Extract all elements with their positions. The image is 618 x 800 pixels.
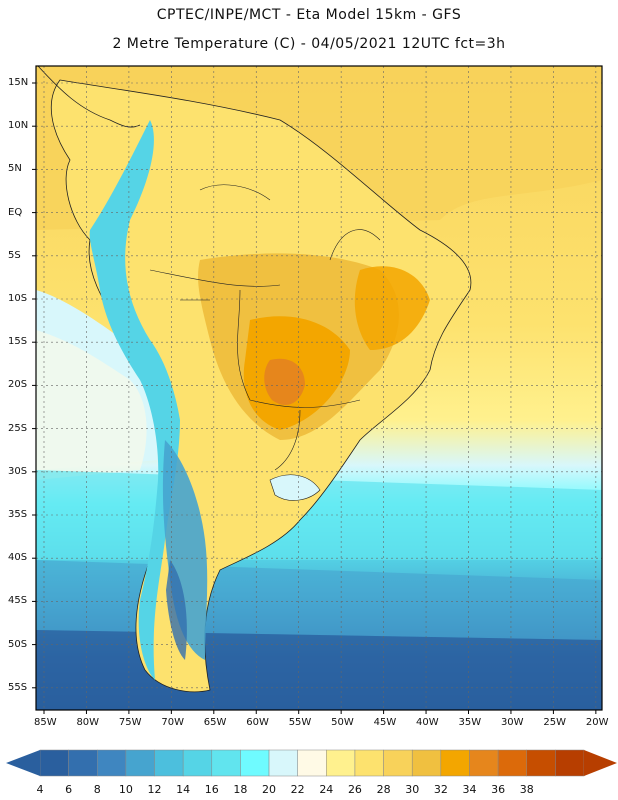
map-frame <box>35 65 603 711</box>
lon-label: 80W <box>76 717 100 728</box>
lat-label: 50S <box>8 638 28 650</box>
lat-label: 35S <box>8 509 28 520</box>
colorbar-label: 8 <box>93 783 101 796</box>
colorbar-label: 36 <box>491 783 506 796</box>
central-america-coast <box>37 66 141 128</box>
colorbar-swatch <box>68 749 98 777</box>
colorbar-swatch <box>297 749 327 777</box>
andes-cool-strip <box>89 120 180 680</box>
lon-label: 45W <box>373 717 397 728</box>
lat-label: 5N <box>8 163 22 175</box>
colorbar-swatch <box>97 749 127 777</box>
colorbar-swatch <box>326 749 356 777</box>
lat-label: 5S <box>8 249 21 261</box>
lon-label: 30W <box>500 717 524 728</box>
colorbar-label: 30 <box>405 783 420 796</box>
lon-label: 85W <box>34 717 57 728</box>
colorbar-label: 34 <box>462 783 477 796</box>
colorbar-label: 16 <box>204 783 219 796</box>
lat-label: 40S <box>8 552 28 564</box>
lon-label: 75W <box>118 717 142 728</box>
colorbar-label: 12 <box>147 783 162 796</box>
lon-label: 50W <box>331 717 354 728</box>
lon-label: 70W <box>161 717 184 728</box>
lon-label: 25W <box>543 717 567 728</box>
temperature-colorbar <box>6 749 617 777</box>
colorbar-label: 26 <box>347 783 362 796</box>
colorbar-label: 20 <box>262 783 277 796</box>
colorbar-swatch <box>154 749 184 777</box>
colorbar-label: 22 <box>290 783 305 796</box>
colorbar-label: 10 <box>118 783 133 796</box>
lon-label: 40W <box>416 717 439 728</box>
colorbar-label: 32 <box>433 783 448 796</box>
colorbar-label: 4 <box>36 783 44 796</box>
colorbar-swatch <box>39 749 69 777</box>
colorbar-swatch <box>182 749 213 777</box>
lat-label: 10N <box>8 120 29 132</box>
lat-label: 45S <box>8 595 28 607</box>
lon-label: 60W <box>246 717 269 728</box>
colorbar-swatch <box>440 749 470 777</box>
lat-label: 25S <box>8 422 28 434</box>
lon-label: 20W <box>585 717 609 728</box>
lat-label: 15N <box>8 77 29 88</box>
colorbar-label: 6 <box>65 783 73 796</box>
colorbar-swatch <box>211 749 241 777</box>
lat-label: 20S <box>8 379 28 391</box>
patagonia-cool <box>162 440 208 660</box>
colorbar-swatch <box>411 749 442 777</box>
colorbar-swatch <box>354 749 384 777</box>
colorbar-label: 14 <box>176 783 191 796</box>
colorbar-swatch <box>383 749 413 777</box>
colorbar-swatch <box>497 749 527 777</box>
lat-label: EQ <box>8 206 23 218</box>
lat-label: 15S <box>8 336 28 348</box>
colorbar-swatch <box>469 749 499 777</box>
colorbar-swatch <box>125 749 155 777</box>
country-borders <box>149 184 381 471</box>
lat-label: 10S <box>8 293 28 304</box>
lat-label: 55S <box>8 681 28 693</box>
axis-ticks <box>32 82 597 714</box>
map-grid <box>36 66 602 710</box>
colorbar-label: 38 <box>519 783 534 796</box>
lat-label: 30S <box>8 465 28 477</box>
colorbar-label: 28 <box>376 783 391 796</box>
colorbar-swatch <box>555 749 585 777</box>
colorbar-right-arrow <box>584 750 617 776</box>
lon-label: 35W <box>458 717 482 728</box>
chart-title-line1: CPTEC/INPE/MCT - Eta Model 15km - GFS <box>156 7 462 23</box>
lon-label: 55W <box>288 717 312 728</box>
colorbar-swatch <box>268 749 298 777</box>
hotspot-core <box>264 358 305 405</box>
colorbar-swatch <box>240 749 270 777</box>
chart-title-line2: 2 Metre Temperature (C) - 04/05/2021 12U… <box>112 36 506 52</box>
rio-de-la-plata <box>269 474 321 501</box>
colorbar-swatch <box>526 749 556 777</box>
colorbar-left-arrow <box>6 750 40 776</box>
lon-label: 65W <box>203 717 227 728</box>
colorbar-label: 24 <box>319 783 334 796</box>
colorbar-label: 18 <box>233 783 248 796</box>
